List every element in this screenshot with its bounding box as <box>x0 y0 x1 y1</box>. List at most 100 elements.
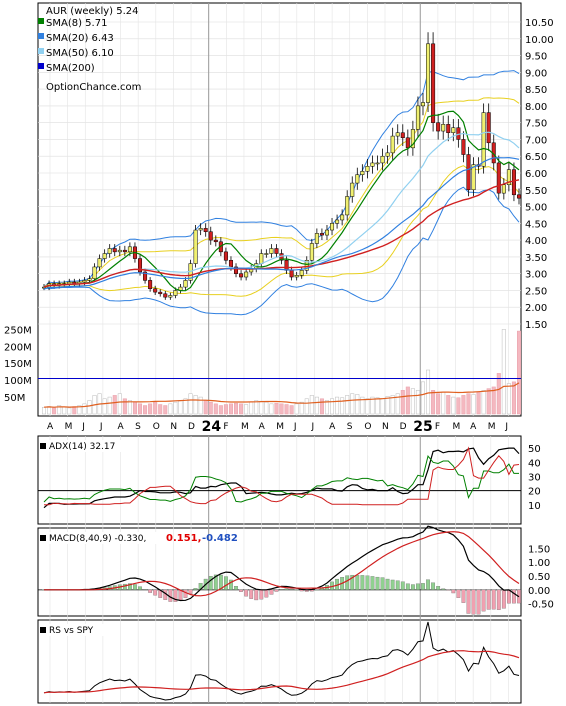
macd-histogram-bar <box>426 579 430 590</box>
macd-histogram-bar <box>122 583 127 590</box>
candle-body <box>446 124 451 133</box>
volume-bar <box>420 381 425 415</box>
volume-bar <box>259 400 264 415</box>
macd-label: MACD(8,40,9) -0.330, <box>49 534 146 544</box>
price-tick-label: 9.00 <box>525 68 547 79</box>
candle-body <box>234 266 239 274</box>
macd-histogram-bar <box>461 589 466 603</box>
volume-bar <box>426 369 431 415</box>
volume-bar <box>173 401 178 415</box>
volume-bar <box>299 401 304 415</box>
candle-body <box>304 259 309 271</box>
candle-body <box>324 229 329 236</box>
candle-body <box>143 271 148 281</box>
price-tick-label: 1.50 <box>525 320 547 331</box>
candle-body <box>335 219 340 224</box>
macd-histogram-bar <box>188 589 193 594</box>
volume-bar <box>471 394 476 415</box>
price-tick-label: 3.50 <box>525 253 547 264</box>
macd-histogram-bar <box>208 576 213 590</box>
volume-bar <box>127 400 132 415</box>
macd-histogram-bar <box>138 586 142 590</box>
macd-histogram-bar <box>294 589 299 591</box>
candle-body <box>395 132 400 137</box>
candle-body <box>410 129 415 149</box>
candle-body <box>264 253 269 255</box>
candle-body <box>309 243 314 261</box>
candle-body <box>213 239 218 243</box>
volume-bar <box>517 330 521 415</box>
macd-histogram-bar <box>218 574 223 590</box>
month-label: A <box>259 422 266 432</box>
volume-bar <box>279 403 284 415</box>
macd-histogram-bar <box>234 586 238 590</box>
month-label: 25 <box>413 419 432 435</box>
volume-bar <box>234 402 239 415</box>
volume-bar <box>249 401 254 415</box>
price-tick-label: 4.00 <box>525 236 547 247</box>
volume-bar <box>370 396 375 415</box>
volume-bar <box>456 397 461 415</box>
volume-bar <box>107 396 112 415</box>
candle-body <box>451 127 456 133</box>
legend-swatch <box>38 18 44 24</box>
candle-body <box>284 259 289 271</box>
price-tick-label: 10.50 <box>525 18 554 29</box>
candle-body <box>405 137 410 149</box>
candle-body <box>350 182 355 197</box>
price-tick-label: 5.00 <box>525 203 547 214</box>
volume-bar <box>486 388 491 415</box>
month-label: N <box>170 422 177 432</box>
candle-body <box>345 196 350 216</box>
macd-histogram-bar <box>491 589 496 610</box>
macd-histogram-bar <box>446 589 451 591</box>
macd-histogram-bar <box>239 589 243 592</box>
chart-title: AUR (weekly) 5.24 <box>46 6 139 17</box>
volume-bar <box>385 396 390 415</box>
month-label: O <box>153 422 160 432</box>
macd-histogram-bar <box>128 583 132 590</box>
volume-bar <box>501 329 506 415</box>
price-tick-label: 8.00 <box>525 102 547 113</box>
adx-label: ADX(14) 32.17 <box>49 442 115 452</box>
volume-bar <box>223 404 228 415</box>
month-label: J <box>293 422 297 432</box>
volume-bar <box>67 407 72 415</box>
candle-body <box>274 248 279 254</box>
macd-histogram-bar <box>183 589 188 598</box>
rs-label: RS vs SPY <box>49 626 94 636</box>
month-label: J <box>99 422 103 432</box>
volume-bar <box>72 406 77 415</box>
macd-val2: -0.482 <box>202 533 238 544</box>
volume-bar <box>405 386 410 415</box>
month-label: F <box>435 422 440 432</box>
volume-bar <box>87 400 92 415</box>
volume-bar <box>446 395 451 415</box>
candle-body <box>400 132 405 139</box>
macd-tick-label: 1.00 <box>528 558 550 569</box>
volume-tick-label: 100M <box>4 376 32 387</box>
macd-histogram-bar <box>476 589 481 615</box>
macd-histogram-bar <box>421 583 425 590</box>
volume-bar <box>269 403 274 415</box>
macd-histogram-bar <box>496 589 501 610</box>
volume-bar <box>117 393 122 415</box>
volume-bar <box>284 404 289 415</box>
candle-body <box>112 248 117 253</box>
volume-bar <box>213 403 218 415</box>
candle-body <box>506 169 511 185</box>
candle-body <box>370 162 375 167</box>
candle-body <box>375 162 380 165</box>
volume-bar <box>47 406 52 415</box>
legend-label: SMA(8) 5.71 <box>46 18 107 29</box>
adx-tick-label: 10 <box>528 501 541 512</box>
volume-bar <box>324 400 329 415</box>
volume-bar <box>314 396 319 415</box>
volume-bar <box>350 393 355 415</box>
volume-bar <box>208 401 213 415</box>
macd-histogram-bar <box>431 582 435 590</box>
volume-bar <box>451 396 456 415</box>
candle-body <box>122 249 127 253</box>
volume-bar <box>52 407 57 415</box>
